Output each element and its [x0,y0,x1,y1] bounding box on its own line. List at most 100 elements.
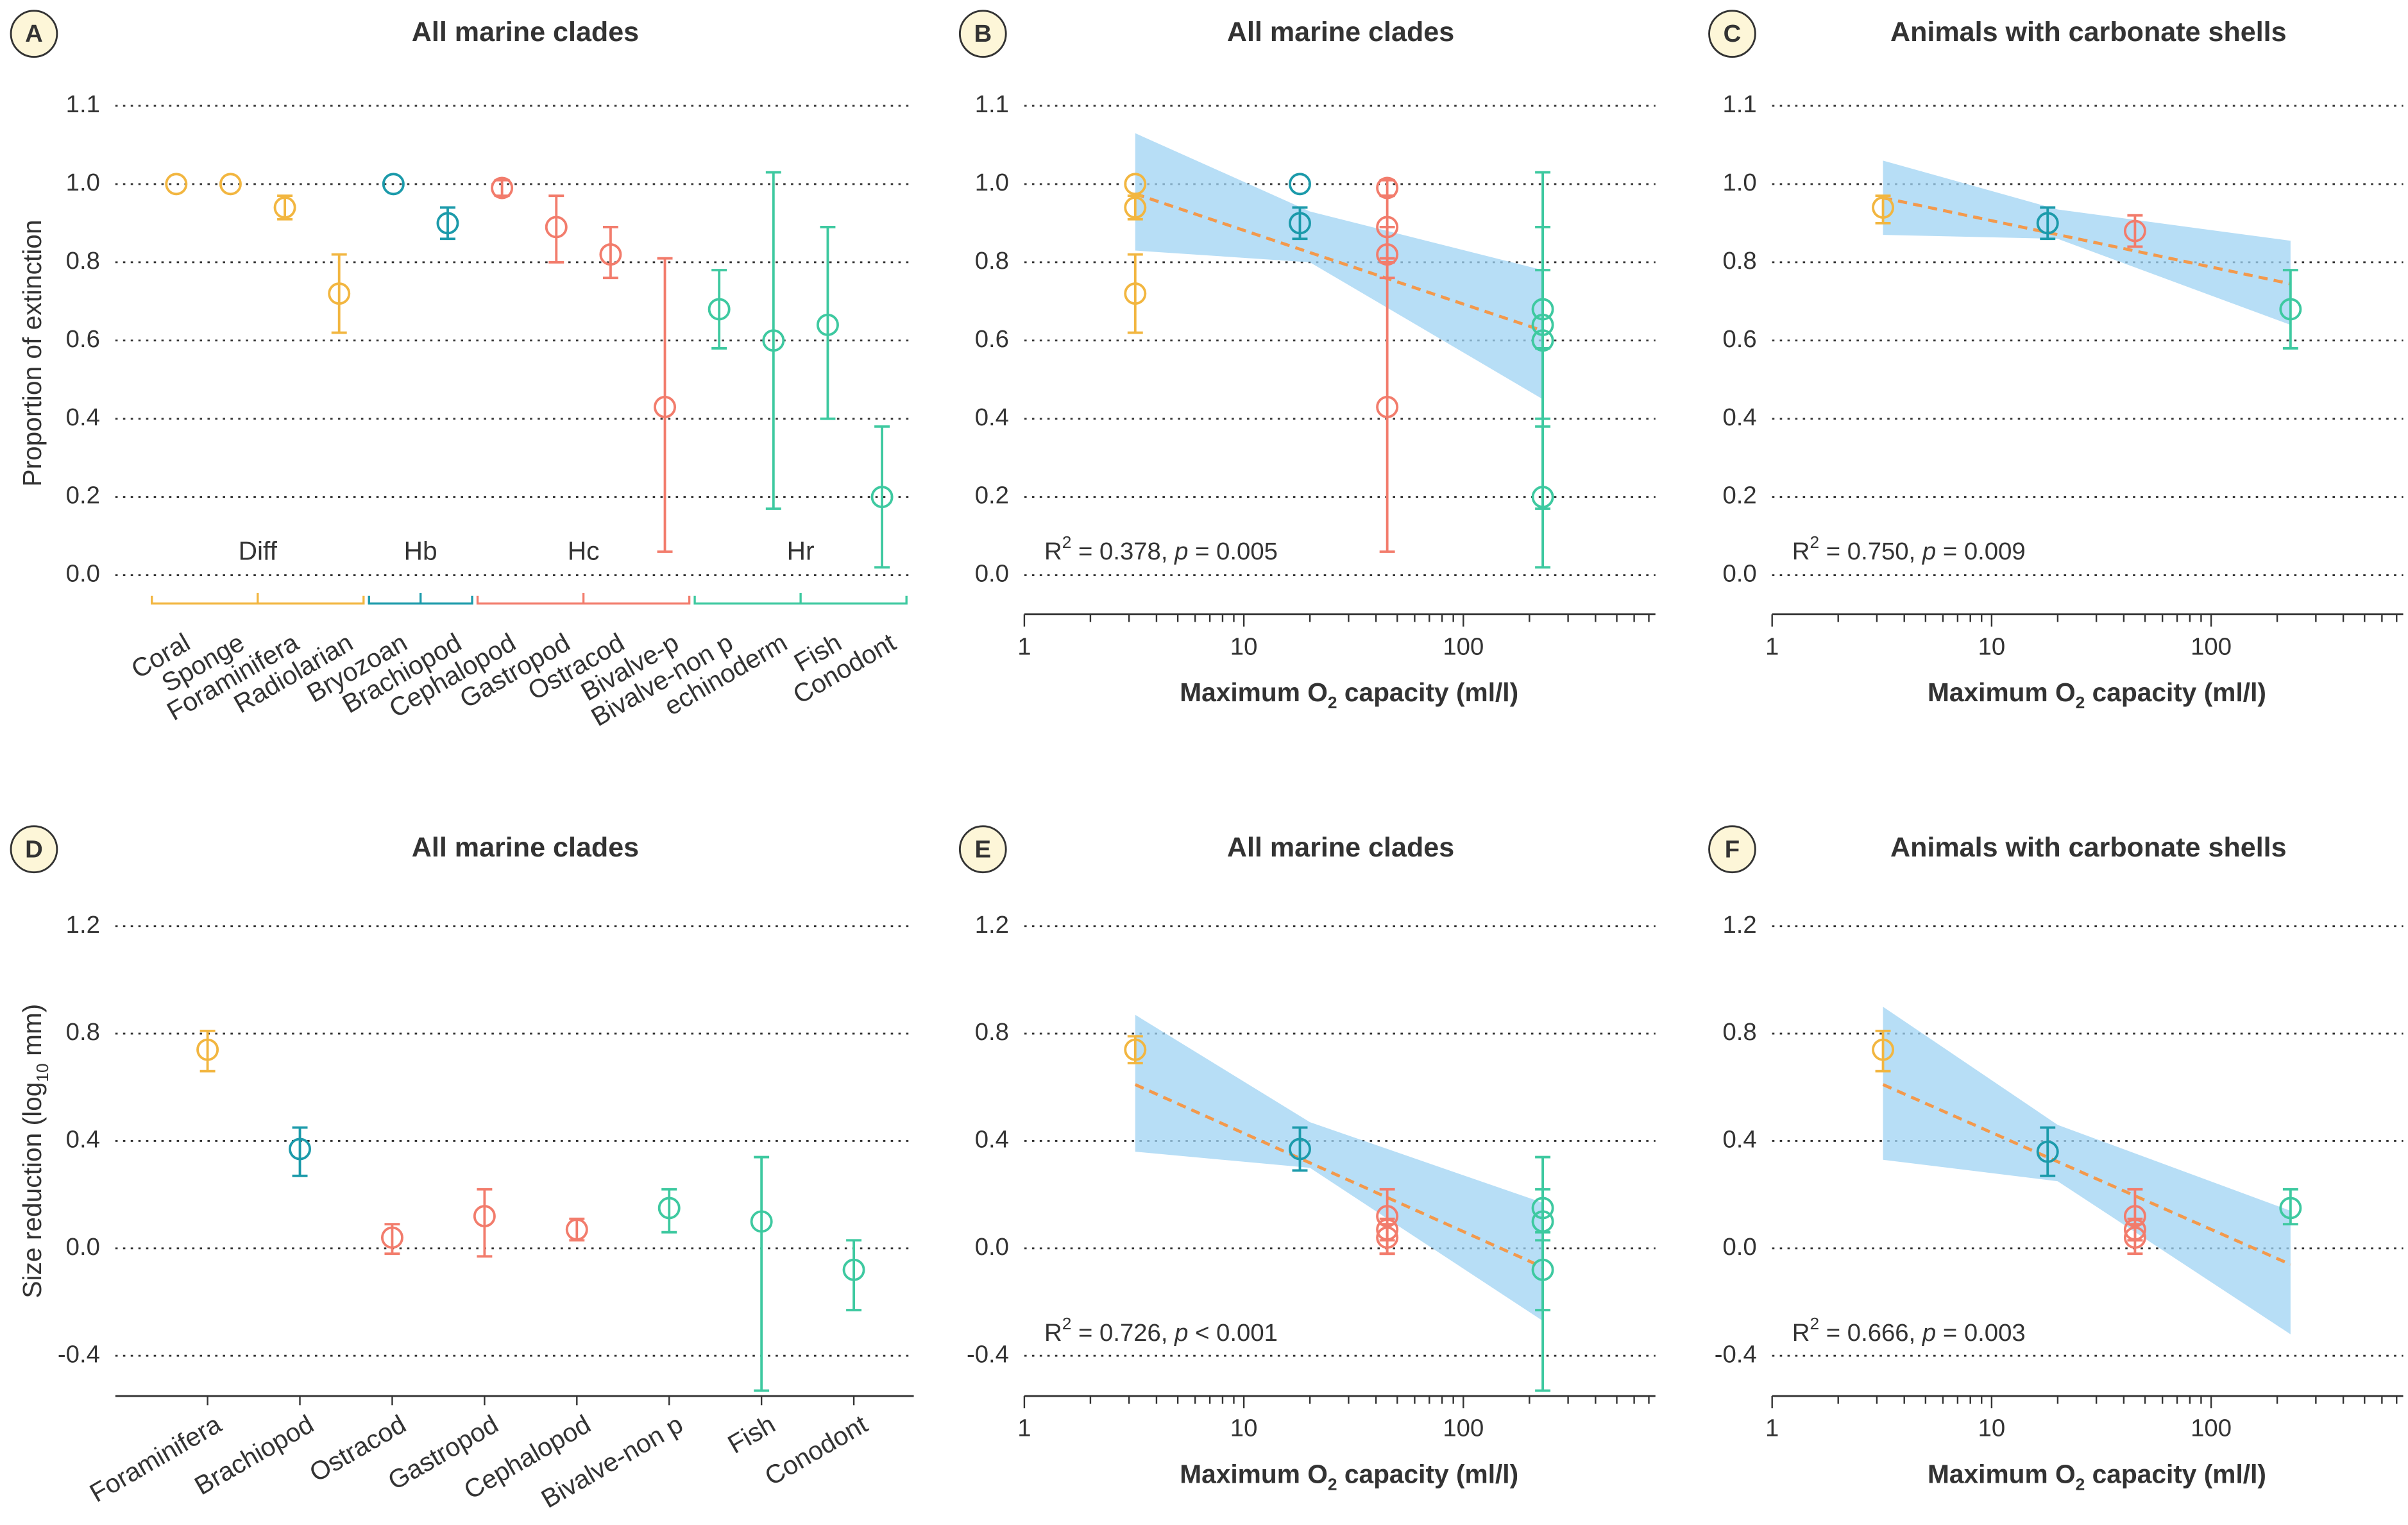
y-tick-label: 0.6 [975,325,1009,353]
y-tick-label: 0.4 [975,404,1009,431]
text-part: 2 [1810,532,1819,552]
y-tick-label: 0.4 [66,404,100,431]
point [219,173,242,196]
y-axis-label: Proportion of extinction [17,219,47,486]
text-part: 2 [2076,1474,2085,1494]
point [1289,1137,1311,1161]
text-part: R [1792,1319,1810,1347]
text-part: < 0.001 [1188,1319,1277,1347]
text-part: 2 [1062,532,1072,552]
point [1124,1038,1147,1061]
panel-letter: A [25,20,43,47]
text-part: = 0.009 [1936,538,2025,565]
x-axis-label: Maximum O2 capacity (ml/l) [1928,677,2266,712]
y-tick-label: 0.2 [1723,482,1757,509]
point [2279,298,2302,321]
text-part: mm) [17,1004,47,1064]
group-label: Hb [404,536,437,566]
text-part: 2 [1062,1314,1072,1333]
point [289,1137,312,1161]
panel-badge [1708,10,1756,58]
x-tick-label: 10 [1230,1415,1258,1442]
y-tick-label: 0.0 [1723,1233,1757,1261]
y-tick-label: 0.2 [66,482,100,509]
y-tick-label: 1.0 [66,169,100,196]
text-part: p [1174,1319,1188,1347]
group-label: Diff [239,536,278,566]
group-bracket [368,592,473,605]
text-part: Maximum O [1928,1459,2076,1488]
text-part: R [1792,538,1810,565]
panel-badge [10,10,58,58]
panel-letter: F [1725,835,1740,863]
y-tick-label: 0.8 [975,1018,1009,1046]
point [1531,313,1554,336]
error-bar [1535,226,1551,420]
x-tick-label: 1 [1017,633,1031,660]
text-part: Maximum O [1180,677,1328,707]
confidence-band [1135,133,1543,400]
panel-badge [10,825,58,874]
point [1124,173,1147,196]
error-bar [1127,253,1143,334]
text-part: R [1044,1319,1062,1347]
panel-badge [958,10,1007,58]
error-bar [754,1155,770,1392]
y-tick-label: 1.1 [66,90,100,118]
point [382,173,405,196]
point [473,1205,496,1228]
text-part: capacity (ml/l) [2085,677,2266,707]
error-bar [846,1239,862,1311]
point [1531,1258,1554,1281]
x-axis-label: Maximum O2 capacity (ml/l) [1180,1459,1518,1494]
x-tick-label: 10 [1978,1415,2006,1442]
y-tick-label: 0.8 [975,247,1009,275]
annotation: R2 = 0.666, p = 0.003 [1792,1314,2026,1347]
fit-line [1135,192,1543,332]
point [436,212,459,235]
error-bar [765,171,781,510]
x-tick-label: 100 [2191,633,2232,660]
point [165,173,188,196]
error-bar [1535,1239,1551,1311]
y-tick-label: 0.8 [1723,247,1757,275]
point [328,282,351,305]
x-tick-label: 1 [1765,633,1779,660]
point [1872,196,1895,219]
y-tick-label: 0.8 [1723,1018,1757,1046]
point [1376,1226,1399,1249]
chart-title: All marine clades [412,832,639,863]
text-part: = 0.666, [1819,1319,1922,1347]
y-tick-label: 0.6 [1723,325,1757,353]
y-tick-label: 0.0 [66,1233,100,1261]
point [1376,395,1399,418]
text-part: = 0.750, [1819,538,1922,565]
point [1531,1210,1554,1233]
point [2036,212,2059,235]
text-part: 2 [1810,1314,1819,1333]
group-label: Hr [787,536,815,566]
y-tick-label: 0.4 [66,1126,100,1154]
point [599,243,622,266]
group-bracket [476,592,691,605]
y-tick-label: 0.4 [1723,404,1757,431]
y-tick-label: 1.0 [975,169,1009,196]
error-bar [199,1029,216,1073]
error-bar [1535,425,1551,569]
x-tick-label: 100 [1443,1415,1484,1442]
text-part: = 0.726, [1071,1319,1174,1347]
point [1872,1038,1895,1061]
y-tick-label: 0.0 [66,560,100,588]
point [2036,1140,2059,1163]
point [750,1210,773,1233]
text-part: p [1174,538,1188,565]
error-bar [1127,194,1143,221]
panel-badge [958,825,1007,874]
text-part: R [1044,538,1062,565]
y-tick-label: 0.0 [975,560,1009,588]
y-tick-label: -0.4 [967,1340,1009,1368]
confidence-band [1883,1007,2291,1334]
text-part: 2 [1328,1474,1337,1494]
point [870,486,894,509]
error-bar [657,257,673,553]
